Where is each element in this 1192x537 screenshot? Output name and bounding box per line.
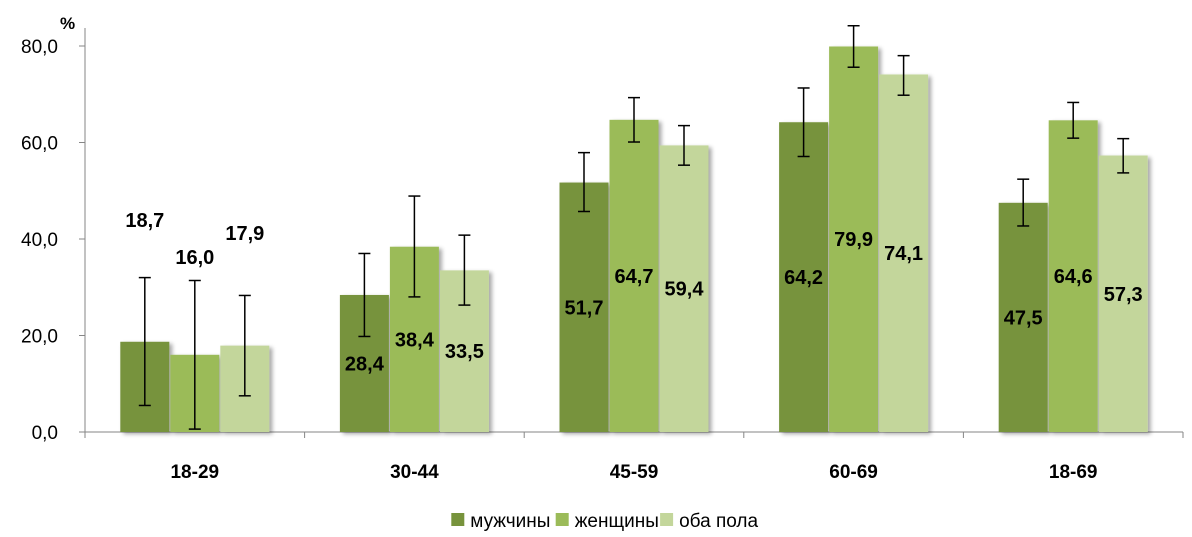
y-tick-label: 0,0 <box>32 423 58 444</box>
bar <box>779 122 829 433</box>
legend-swatch <box>555 513 569 526</box>
error-bars-group <box>138 24 1130 430</box>
axes-group: % 0,0 20,0 40,0 60,0 80,0 18-29 30-44 45-59 60-69… <box>21 14 1184 483</box>
legend-group: мужчины женщины оба пола <box>451 511 758 532</box>
y-tick-label: 80,0 <box>21 37 58 58</box>
x-category-label: 60-69 <box>829 462 878 483</box>
legend-label: оба пола <box>679 511 758 532</box>
data-label: 79,9 <box>834 229 873 251</box>
data-label: 38,4 <box>395 329 435 351</box>
bar <box>998 202 1048 432</box>
legend-label: мужчины <box>470 511 550 532</box>
bar <box>559 182 609 432</box>
data-label: 64,2 <box>784 267 823 289</box>
y-tick-label: 40,0 <box>21 230 58 251</box>
data-label: 64,7 <box>615 266 654 288</box>
bar <box>609 119 659 432</box>
bar <box>1048 120 1098 433</box>
data-label: 57,3 <box>1104 284 1143 306</box>
x-category-label: 18-29 <box>170 462 219 483</box>
data-label: 59,4 <box>665 279 705 301</box>
data-label: 18,7 <box>125 210 164 232</box>
labels-group: 18,7 16,0 17,9 28,4 38,4 33,5 51,7 64,7 59,4 64,2… <box>125 210 1142 375</box>
data-label: 47,5 <box>1004 307 1043 329</box>
bar <box>879 74 929 432</box>
legend-label: женщины <box>575 511 659 532</box>
y-tick-label: 60,0 <box>21 134 58 155</box>
data-label: 64,6 <box>1054 266 1093 288</box>
legend-swatch <box>451 513 465 526</box>
bar <box>829 46 879 433</box>
y-axis-unit-label: % <box>60 14 75 33</box>
x-category-label: 45-59 <box>610 462 659 483</box>
x-category-label: 30-44 <box>390 462 439 483</box>
data-label: 33,5 <box>445 341 484 363</box>
y-tick-label: 20,0 <box>21 327 58 348</box>
data-label: 17,9 <box>225 223 264 245</box>
data-label: 51,7 <box>565 297 604 319</box>
data-label: 28,4 <box>345 353 385 375</box>
data-label: 16,0 <box>175 247 214 269</box>
legend-swatch <box>660 513 674 526</box>
x-category-label: 18-69 <box>1049 462 1098 483</box>
bar <box>1098 155 1148 432</box>
data-label: 74,1 <box>884 243 923 265</box>
bar <box>659 145 709 432</box>
